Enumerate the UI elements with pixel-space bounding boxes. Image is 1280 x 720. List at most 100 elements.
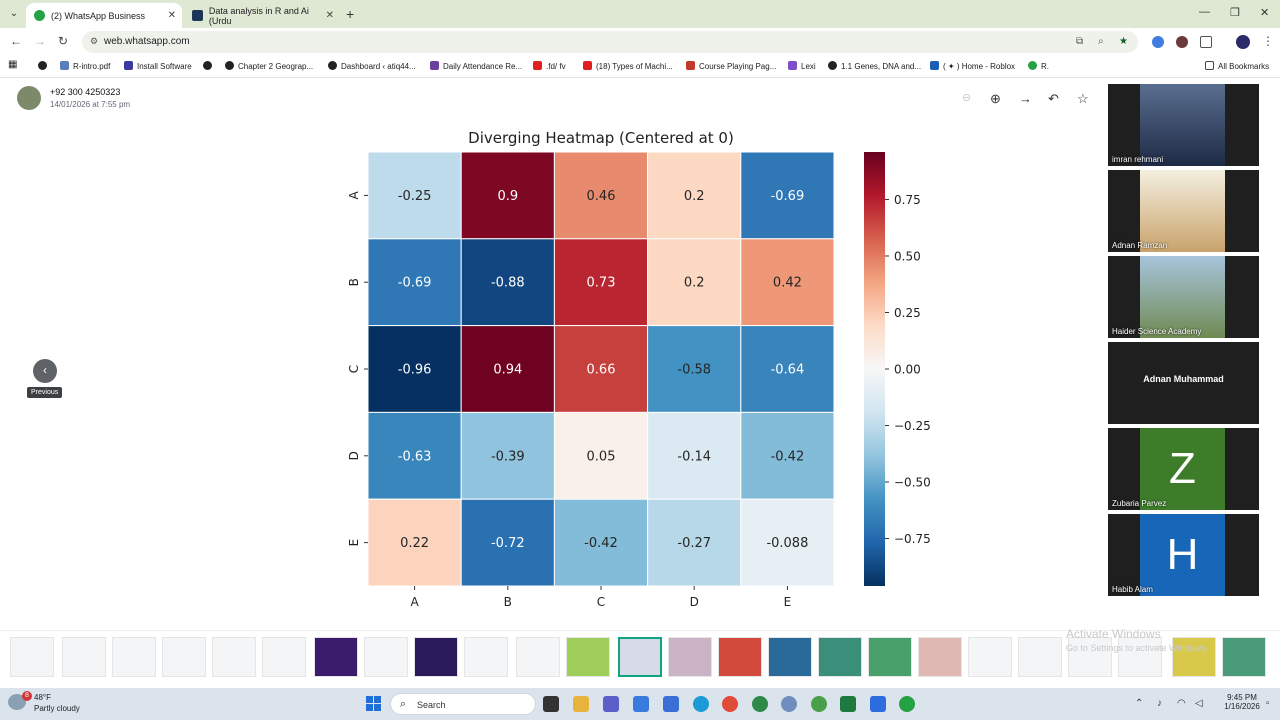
media-thumbnail[interactable]	[566, 637, 610, 677]
media-thumbnail[interactable]	[768, 637, 812, 677]
media-thumbnail[interactable]	[414, 637, 458, 677]
media-thumbnail[interactable]	[818, 637, 862, 677]
zoom-app-icon[interactable]	[870, 696, 886, 712]
bookmark-lexi[interactable]: Lexi	[788, 61, 816, 71]
media-thumbnail[interactable]	[62, 637, 106, 677]
zoom-out-icon[interactable]: ⊖	[962, 92, 972, 104]
install-app-icon[interactable]: ⧉	[1076, 36, 1084, 47]
reload-icon[interactable]: ↻	[58, 34, 69, 48]
media-thumbnail[interactable]	[1068, 637, 1112, 677]
wifi-icon[interactable]: ◠	[1177, 698, 1186, 709]
media-thumbnail[interactable]	[1222, 637, 1266, 677]
tab-whatsapp[interactable]: (2) WhatsApp Business ✕	[26, 3, 182, 28]
whatsapp-icon[interactable]	[899, 696, 915, 712]
bookmark-attendance[interactable]: Daily Attendance Re...	[430, 61, 522, 71]
copilot-icon[interactable]	[633, 696, 649, 712]
extensions-puzzle-icon[interactable]	[1200, 36, 1212, 48]
media-thumbnail[interactable]	[968, 637, 1012, 677]
microphone-icon[interactable]: ♪	[1157, 698, 1162, 709]
show-hidden-icons-icon[interactable]: ⌃	[1135, 698, 1144, 709]
menu-kebab-icon[interactable]: ⋮	[1262, 34, 1274, 48]
participant-tile[interactable]: imran rehmani	[1108, 84, 1259, 166]
close-icon[interactable]: ✕	[325, 10, 334, 21]
bookmark-course-playing[interactable]: Course Playing Pag...	[686, 61, 776, 71]
zoom-in-icon[interactable]: ⊕	[990, 91, 1001, 106]
r-logo-icon	[60, 61, 69, 70]
notification-badge: 8	[22, 691, 32, 701]
bookmark-genes-dna[interactable]: 1.1 Genes, DNA and...	[828, 61, 921, 71]
participant-tile[interactable]: Z Zubaria Parvez	[1108, 428, 1259, 510]
participant-tile[interactable]: H Habib Alam	[1108, 514, 1259, 596]
system-clock[interactable]: 9:45 PM 1/16/2026	[1222, 693, 1262, 711]
file-explorer-icon[interactable]	[573, 696, 589, 712]
media-thumbnail[interactable]	[1118, 637, 1162, 677]
chrome-icon[interactable]	[722, 696, 738, 712]
forward-arrow-icon[interactable]: →	[1019, 91, 1032, 106]
previous-button[interactable]: ‹	[33, 359, 57, 383]
reply-icon[interactable]: ↶	[1048, 91, 1059, 106]
bookmark-chapter2[interactable]: Chapter 2 Geograp...	[225, 61, 313, 71]
colorbar-tick-label: −0.50	[894, 476, 931, 490]
close-window-icon[interactable]: ✕	[1260, 7, 1270, 19]
photos-icon[interactable]	[663, 696, 679, 712]
excel-icon[interactable]	[840, 696, 856, 712]
media-thumbnail[interactable]	[162, 637, 206, 677]
media-thumbnail[interactable]	[212, 637, 256, 677]
bookmark-star-icon[interactable]: ★	[1119, 36, 1128, 47]
star-icon[interactable]: ☆	[1077, 91, 1089, 106]
notifications-icon[interactable]: ▫	[1266, 698, 1270, 709]
all-bookmarks[interactable]: All Bookmarks	[1205, 61, 1269, 71]
back-icon[interactable]: ←	[10, 34, 22, 48]
volume-icon[interactable]: ◁	[1195, 698, 1203, 709]
participant-tile[interactable]: Adnan Muhammad	[1108, 342, 1259, 424]
restore-icon[interactable]: ❐	[1230, 7, 1240, 19]
address-bar[interactable]: ⚙ web.whatsapp.com ⧉ ⌕ ★	[82, 31, 1138, 53]
r-app-icon[interactable]	[781, 696, 797, 712]
task-view-icon[interactable]	[543, 696, 559, 712]
forward-icon[interactable]: →	[34, 34, 46, 48]
bookmark-dashboard[interactable]: Dashboard ‹ atiq44...	[328, 61, 416, 71]
new-tab-button[interactable]: +	[346, 6, 355, 22]
extension-icon[interactable]	[1176, 36, 1188, 48]
extension-icon[interactable]	[1152, 36, 1164, 48]
media-thumbnail[interactable]	[262, 637, 306, 677]
bookmark-r-intro[interactable]: R-intro.pdf	[60, 61, 110, 71]
bookmark-install-software[interactable]: Install Software	[124, 61, 192, 71]
media-thumbnail[interactable]	[1172, 637, 1216, 677]
edge-icon[interactable]	[693, 696, 709, 712]
bookmark-roblox[interactable]: ( ✦ ) Home - Roblox	[930, 61, 1015, 71]
media-thumbnail[interactable]	[668, 637, 712, 677]
teams-icon[interactable]	[603, 696, 619, 712]
media-thumbnail[interactable]	[364, 637, 408, 677]
media-thumbnail[interactable]	[464, 637, 508, 677]
bookmark-globe[interactable]	[38, 61, 51, 71]
bookmark-fd[interactable]: .fd/ fv	[533, 61, 566, 71]
windows-start-icon[interactable]	[366, 696, 382, 712]
rstudio-icon[interactable]	[811, 696, 827, 712]
bookmark-types-of-machine[interactable]: (18) Types of Machi...	[583, 61, 673, 71]
close-icon[interactable]: ✕	[167, 10, 176, 21]
participant-tile[interactable]: Haider Science Academy	[1108, 256, 1259, 338]
media-thumbnail[interactable]	[112, 637, 156, 677]
media-thumbnail[interactable]	[918, 637, 962, 677]
site-info-icon[interactable]: ⚙	[90, 36, 99, 46]
media-thumbnail[interactable]	[314, 637, 358, 677]
media-thumbnail[interactable]	[10, 637, 54, 677]
media-thumbnail[interactable]	[868, 637, 912, 677]
zoom-icon[interactable]: ⌕	[1098, 36, 1104, 47]
media-thumbnail[interactable]	[516, 637, 560, 677]
chrome-profile-icon[interactable]	[752, 696, 768, 712]
participant-tile[interactable]: Adnan Ramzan	[1108, 170, 1259, 252]
sender-avatar[interactable]	[17, 86, 41, 110]
media-thumbnail[interactable]	[1018, 637, 1062, 677]
bookmark-globe-2[interactable]	[203, 61, 216, 71]
tab-data-analysis[interactable]: Data analysis in R and Ai (Urdu ✕	[184, 3, 340, 28]
bookmark-r[interactable]: R.	[1028, 61, 1049, 71]
profile-avatar[interactable]	[1236, 35, 1250, 49]
minimize-icon[interactable]: —	[1199, 6, 1210, 18]
tab-search-chevron-icon[interactable]: ⌄	[9, 8, 19, 19]
media-thumbnail[interactable]	[718, 637, 762, 677]
taskbar-search-input[interactable]: ⌕ Search	[390, 693, 536, 715]
media-thumbnail-selected[interactable]	[618, 637, 662, 677]
apps-grid-icon[interactable]: ▦	[8, 59, 18, 70]
